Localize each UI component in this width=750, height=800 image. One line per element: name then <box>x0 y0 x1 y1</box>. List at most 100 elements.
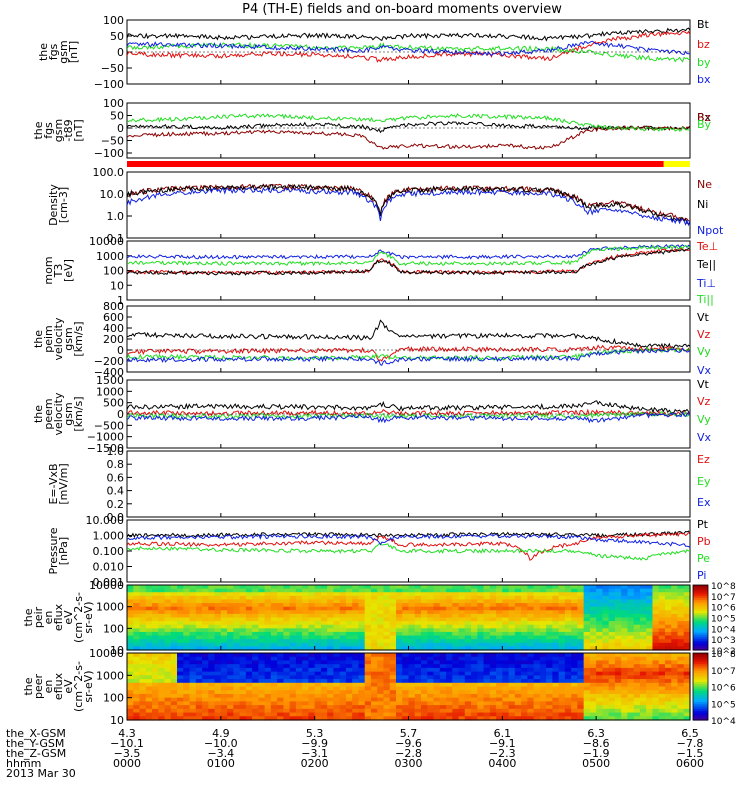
spectrogram-cell <box>664 686 672 691</box>
spectrogram-cell <box>277 660 284 665</box>
spectrogram-cell <box>189 697 197 702</box>
spectrogram-cell <box>564 653 572 658</box>
spectrogram-cell <box>302 610 310 615</box>
spectrogram-cell <box>195 639 203 644</box>
spectrogram-cell <box>395 716 403 721</box>
spectrogram-cell <box>452 624 460 629</box>
spectrogram-cell <box>639 671 647 676</box>
spectrogram-cell <box>364 635 372 640</box>
spectrogram-cell <box>345 686 353 691</box>
y-tick-label: 10000 <box>89 235 124 248</box>
y-tick-label: 50 <box>110 30 124 43</box>
y-tick-label: 600 <box>103 311 124 324</box>
spectrogram-cell <box>633 682 641 688</box>
spectrogram-cell <box>514 642 522 647</box>
spectrogram-cell <box>533 653 541 658</box>
spectrogram-cell <box>508 610 516 615</box>
footer-tick-label: −9.9 <box>301 737 328 750</box>
spectrogram-cell <box>370 675 378 680</box>
spectrogram-cell <box>302 682 310 688</box>
spectrogram-cell <box>283 621 291 626</box>
spectrogram-cell <box>427 667 435 673</box>
spectrogram-cell <box>139 705 147 710</box>
spectrogram-cell <box>214 603 222 608</box>
spectrogram-cell <box>677 628 685 633</box>
spectrogram-cell <box>333 621 341 626</box>
colorbar-cell <box>693 704 708 708</box>
spectrogram-cell <box>283 701 291 706</box>
spectrogram-cell <box>527 660 535 665</box>
spectrogram-cell <box>139 708 147 714</box>
spectrogram-cell <box>283 588 291 593</box>
spectrogram-cell <box>189 588 197 593</box>
spectrogram-cell <box>602 701 610 706</box>
spectrogram-cell <box>364 656 372 662</box>
spectrogram-cell <box>270 610 278 615</box>
spectrogram-cell <box>189 621 197 626</box>
spectrogram-cell <box>370 606 378 611</box>
spectrogram-cell <box>270 664 278 669</box>
spectrogram-cell <box>633 610 641 615</box>
spectrogram-cell <box>383 621 391 626</box>
spectrogram-cell <box>571 705 578 710</box>
spectrogram-cell <box>652 646 660 651</box>
spectrogram-cell <box>477 613 485 619</box>
spectrogram-cell <box>521 646 528 651</box>
spectrogram-cell <box>183 642 191 647</box>
spectrogram-cell <box>358 712 366 717</box>
spectrogram-cell <box>308 693 316 699</box>
spectrogram-cell <box>596 585 604 590</box>
spectrogram-cell <box>220 621 228 626</box>
spectrogram-cell <box>402 603 410 608</box>
spectrogram-cell <box>477 682 485 688</box>
spectrogram-cell <box>308 639 316 644</box>
spectrogram-cell <box>683 603 691 608</box>
spectrogram-cell <box>502 693 510 699</box>
spectrogram-cell <box>658 690 666 695</box>
spectrogram-cell <box>364 624 372 629</box>
spectrogram-cell <box>177 697 184 702</box>
spectrogram-cell <box>583 660 591 665</box>
spectrogram-cell <box>152 671 159 676</box>
spectrogram-cell <box>270 635 278 640</box>
spectrogram-cell <box>646 585 654 590</box>
colorbar-cell <box>693 621 708 625</box>
spectrogram-cell <box>639 592 647 597</box>
spectrogram-cell <box>539 610 547 615</box>
spectrogram-cell <box>539 690 547 695</box>
spectrogram-cell <box>133 606 141 611</box>
spectrogram-cell <box>277 712 284 717</box>
y-axis-label-line: the <box>22 677 35 695</box>
spectrogram-cell <box>145 624 153 629</box>
spectrogram-cell <box>264 592 272 597</box>
spectrogram-cell <box>389 697 397 702</box>
spectrogram-cell <box>652 599 660 604</box>
spectrogram-cell <box>458 628 466 633</box>
spectrogram-cell <box>377 712 385 717</box>
spectrogram-cell <box>283 646 291 651</box>
spectrogram-cell <box>258 679 266 684</box>
spectrogram-cell <box>446 686 453 691</box>
spectrogram-cell <box>633 716 641 721</box>
y-tick-label: 1.0 <box>107 445 125 458</box>
spectrogram-cell <box>383 664 391 669</box>
spectrogram-cell <box>452 671 460 676</box>
spectrogram-cell <box>333 617 341 622</box>
spectrogram-cell <box>664 656 672 662</box>
colorbar-cell <box>693 713 708 717</box>
spectrogram-cell <box>577 624 585 629</box>
spectrogram-cell <box>189 592 197 597</box>
spectrogram-cell <box>402 588 410 593</box>
spectrogram-cell <box>652 701 660 706</box>
spectrogram-cell <box>333 679 341 684</box>
spectrogram-cell <box>683 595 691 601</box>
spectrogram-cell <box>333 697 341 702</box>
legend-entry: Pt <box>697 518 709 531</box>
spectrogram-cell <box>614 621 622 626</box>
spectrogram-cell <box>370 592 378 597</box>
spectrogram-cell <box>352 588 360 593</box>
spectrogram-cell <box>220 712 228 717</box>
y-axis-label-line: fgs <box>42 122 55 139</box>
spectrogram-cell <box>270 671 278 676</box>
spectrogram-cell <box>189 610 197 615</box>
